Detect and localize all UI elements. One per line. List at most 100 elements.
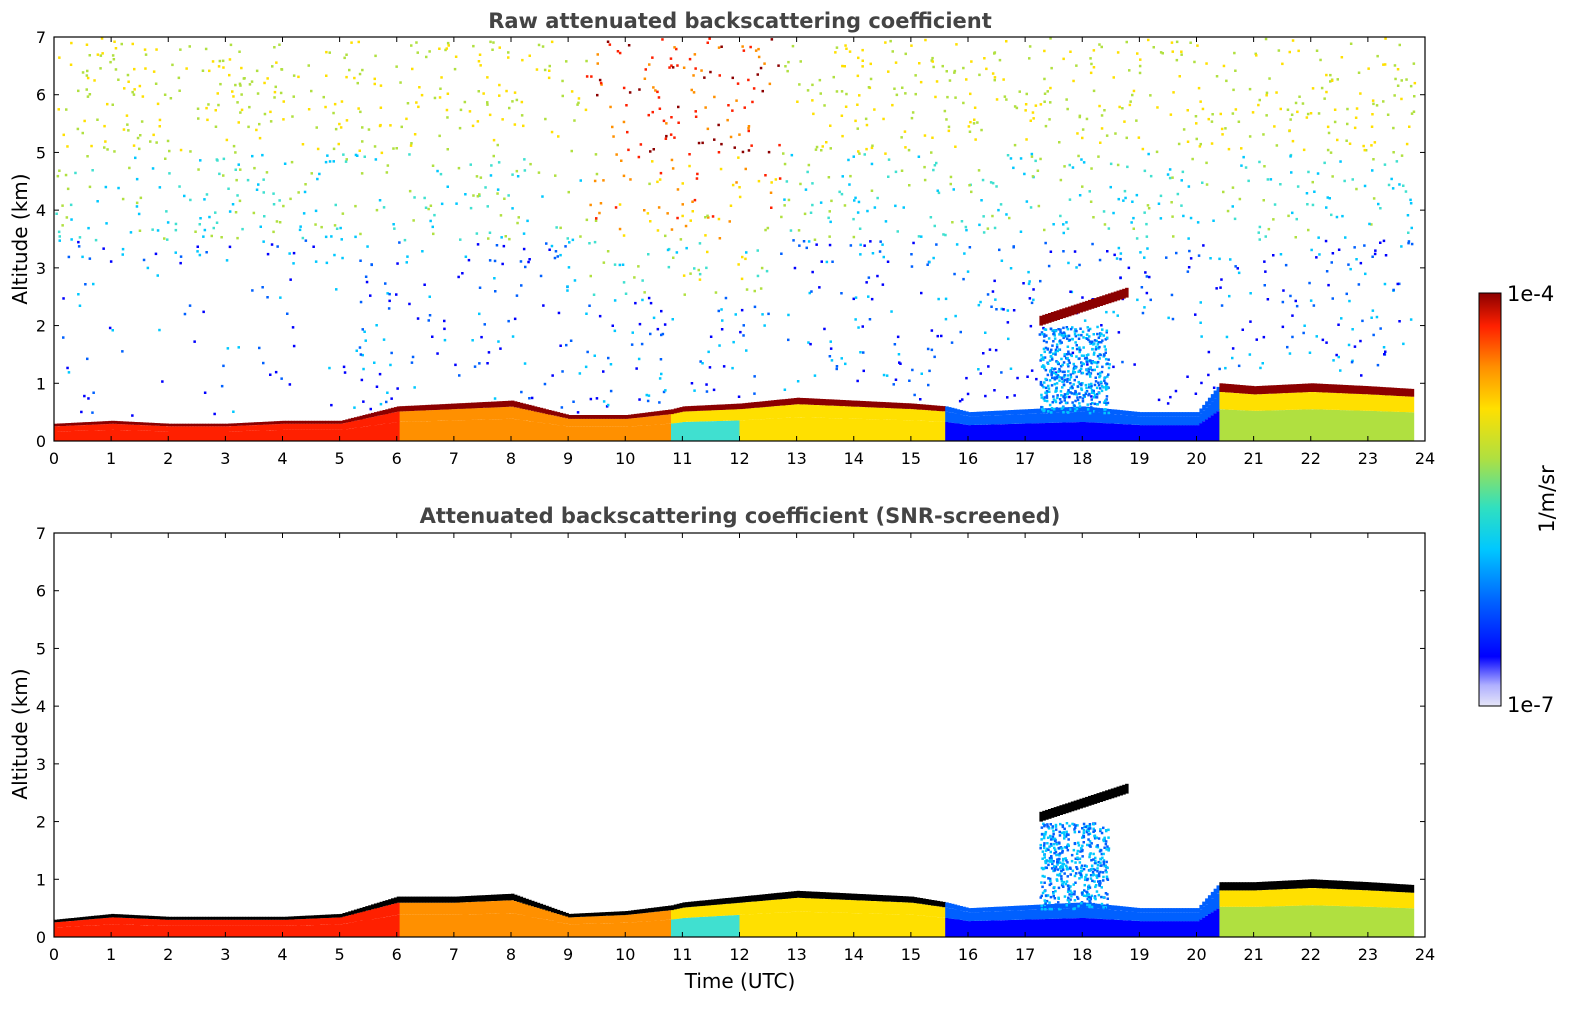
noise-cell [670, 116, 673, 119]
boundary-layer-cell [1205, 407, 1209, 420]
boundary-layer-top-cell [859, 400, 863, 407]
noise-cell [882, 117, 885, 121]
boundary-layer-cell [1182, 416, 1186, 426]
noise-cell [486, 76, 489, 79]
noise-cell [1202, 244, 1205, 247]
boundary-layer-top-cell [174, 916, 178, 920]
boundary-layer-cell [216, 925, 221, 937]
boundary-layer-cell [168, 925, 172, 937]
noise-cell [828, 235, 831, 238]
boundary-layer-top-cell [908, 896, 912, 903]
boundary-layer-cell [1088, 412, 1092, 423]
noise-cell [753, 392, 756, 395]
boundary-layer-cell [856, 900, 861, 914]
boundary-layer-cell [608, 923, 612, 937]
boundary-layer-cell [371, 909, 375, 920]
noise-cell [494, 290, 497, 293]
noise-cell [471, 124, 475, 128]
boundary-layer-cell [425, 902, 429, 915]
noise-cell [1330, 261, 1333, 264]
boundary-layer-cell [222, 919, 226, 926]
boundary-layer-cell [513, 913, 518, 937]
noise-cell [567, 190, 570, 194]
plume-cell [1046, 347, 1050, 350]
noise-cell [273, 46, 276, 49]
noise-cell [113, 150, 116, 153]
noise-cell [907, 148, 911, 152]
boundary-layer-cell [265, 430, 269, 441]
noise-cell [1135, 119, 1138, 122]
noise-cell [360, 172, 364, 175]
noise-cell [999, 203, 1003, 206]
noise-cell [515, 294, 519, 297]
boundary-layer-cell [179, 431, 184, 441]
noise-cell [811, 270, 814, 274]
noise-cell [884, 41, 887, 44]
boundary-layer-top-cell [913, 403, 918, 410]
noise-cell [1379, 241, 1382, 244]
noise-cell [262, 361, 265, 365]
plume-cell [1073, 365, 1076, 368]
plume-cell [1073, 371, 1077, 374]
boundary-layer-cell [368, 919, 372, 937]
boundary-layer-top-cell [439, 404, 444, 410]
boundary-layer-cell [933, 421, 938, 441]
noise-cell [671, 66, 675, 69]
noise-cell [1326, 196, 1329, 199]
boundary-layer-top-cell [151, 915, 155, 920]
boundary-layer-cell [351, 428, 355, 441]
noise-cell [1400, 245, 1403, 248]
boundary-layer-top-cell [316, 420, 321, 424]
noise-cell [1075, 64, 1078, 67]
plume-cell [1062, 380, 1066, 383]
noise-cell [1124, 196, 1127, 200]
boundary-layer-cell [719, 904, 723, 916]
boundary-layer-cell [736, 420, 741, 441]
plume-cell [1067, 359, 1071, 362]
noise-cell [973, 106, 977, 109]
noise-cell [974, 138, 977, 141]
noise-cell [1027, 270, 1030, 274]
noise-cell [1382, 346, 1386, 349]
noise-cell [479, 64, 482, 67]
noise-cell [469, 163, 472, 166]
boundary-layer-top-cell [822, 892, 826, 899]
plume-cell [1041, 384, 1044, 387]
boundary-layer-cell [333, 429, 338, 441]
noise-cell [542, 304, 545, 307]
plume-cell [1105, 331, 1108, 334]
boundary-layer-top-cell [396, 406, 401, 412]
noise-cell [948, 79, 952, 82]
boundary-layer-cell [116, 430, 121, 441]
boundary-layer-cell [696, 906, 701, 918]
noise-cell [760, 266, 764, 270]
boundary-layer-top-cell [451, 896, 455, 903]
boundary-layer-cell [1362, 394, 1366, 411]
boundary-layer-top-cell [162, 916, 166, 920]
plume-cell [1043, 333, 1046, 336]
noise-cell [312, 245, 315, 248]
noise-cell [443, 338, 447, 342]
boundary-layer-top-cell [462, 403, 466, 409]
plume-cell [1089, 366, 1092, 369]
noise-cell [965, 228, 968, 232]
noise-cell [1305, 192, 1309, 195]
noise-cell [1076, 132, 1079, 135]
boundary-layer-cell [325, 918, 329, 925]
boundary-layer-cell [82, 430, 87, 441]
boundary-layer-top-cell [736, 403, 741, 410]
boundary-layer-cell [288, 925, 292, 937]
boundary-layer-cell [1130, 415, 1135, 425]
boundary-layer-cell [822, 898, 826, 913]
noise-cell [665, 122, 668, 125]
plume-cell [1048, 379, 1052, 382]
boundary-layer-cell [253, 430, 258, 441]
boundary-layer-top-cell [88, 422, 92, 425]
boundary-layer-top-cell [179, 423, 184, 427]
boundary-layer-cell [965, 424, 969, 441]
noise-cell [1065, 221, 1068, 224]
boundary-layer-top-cell [1216, 386, 1220, 395]
noise-cell [235, 178, 238, 182]
boundary-layer-cell [1053, 412, 1058, 423]
boundary-layer-cell [568, 426, 572, 441]
